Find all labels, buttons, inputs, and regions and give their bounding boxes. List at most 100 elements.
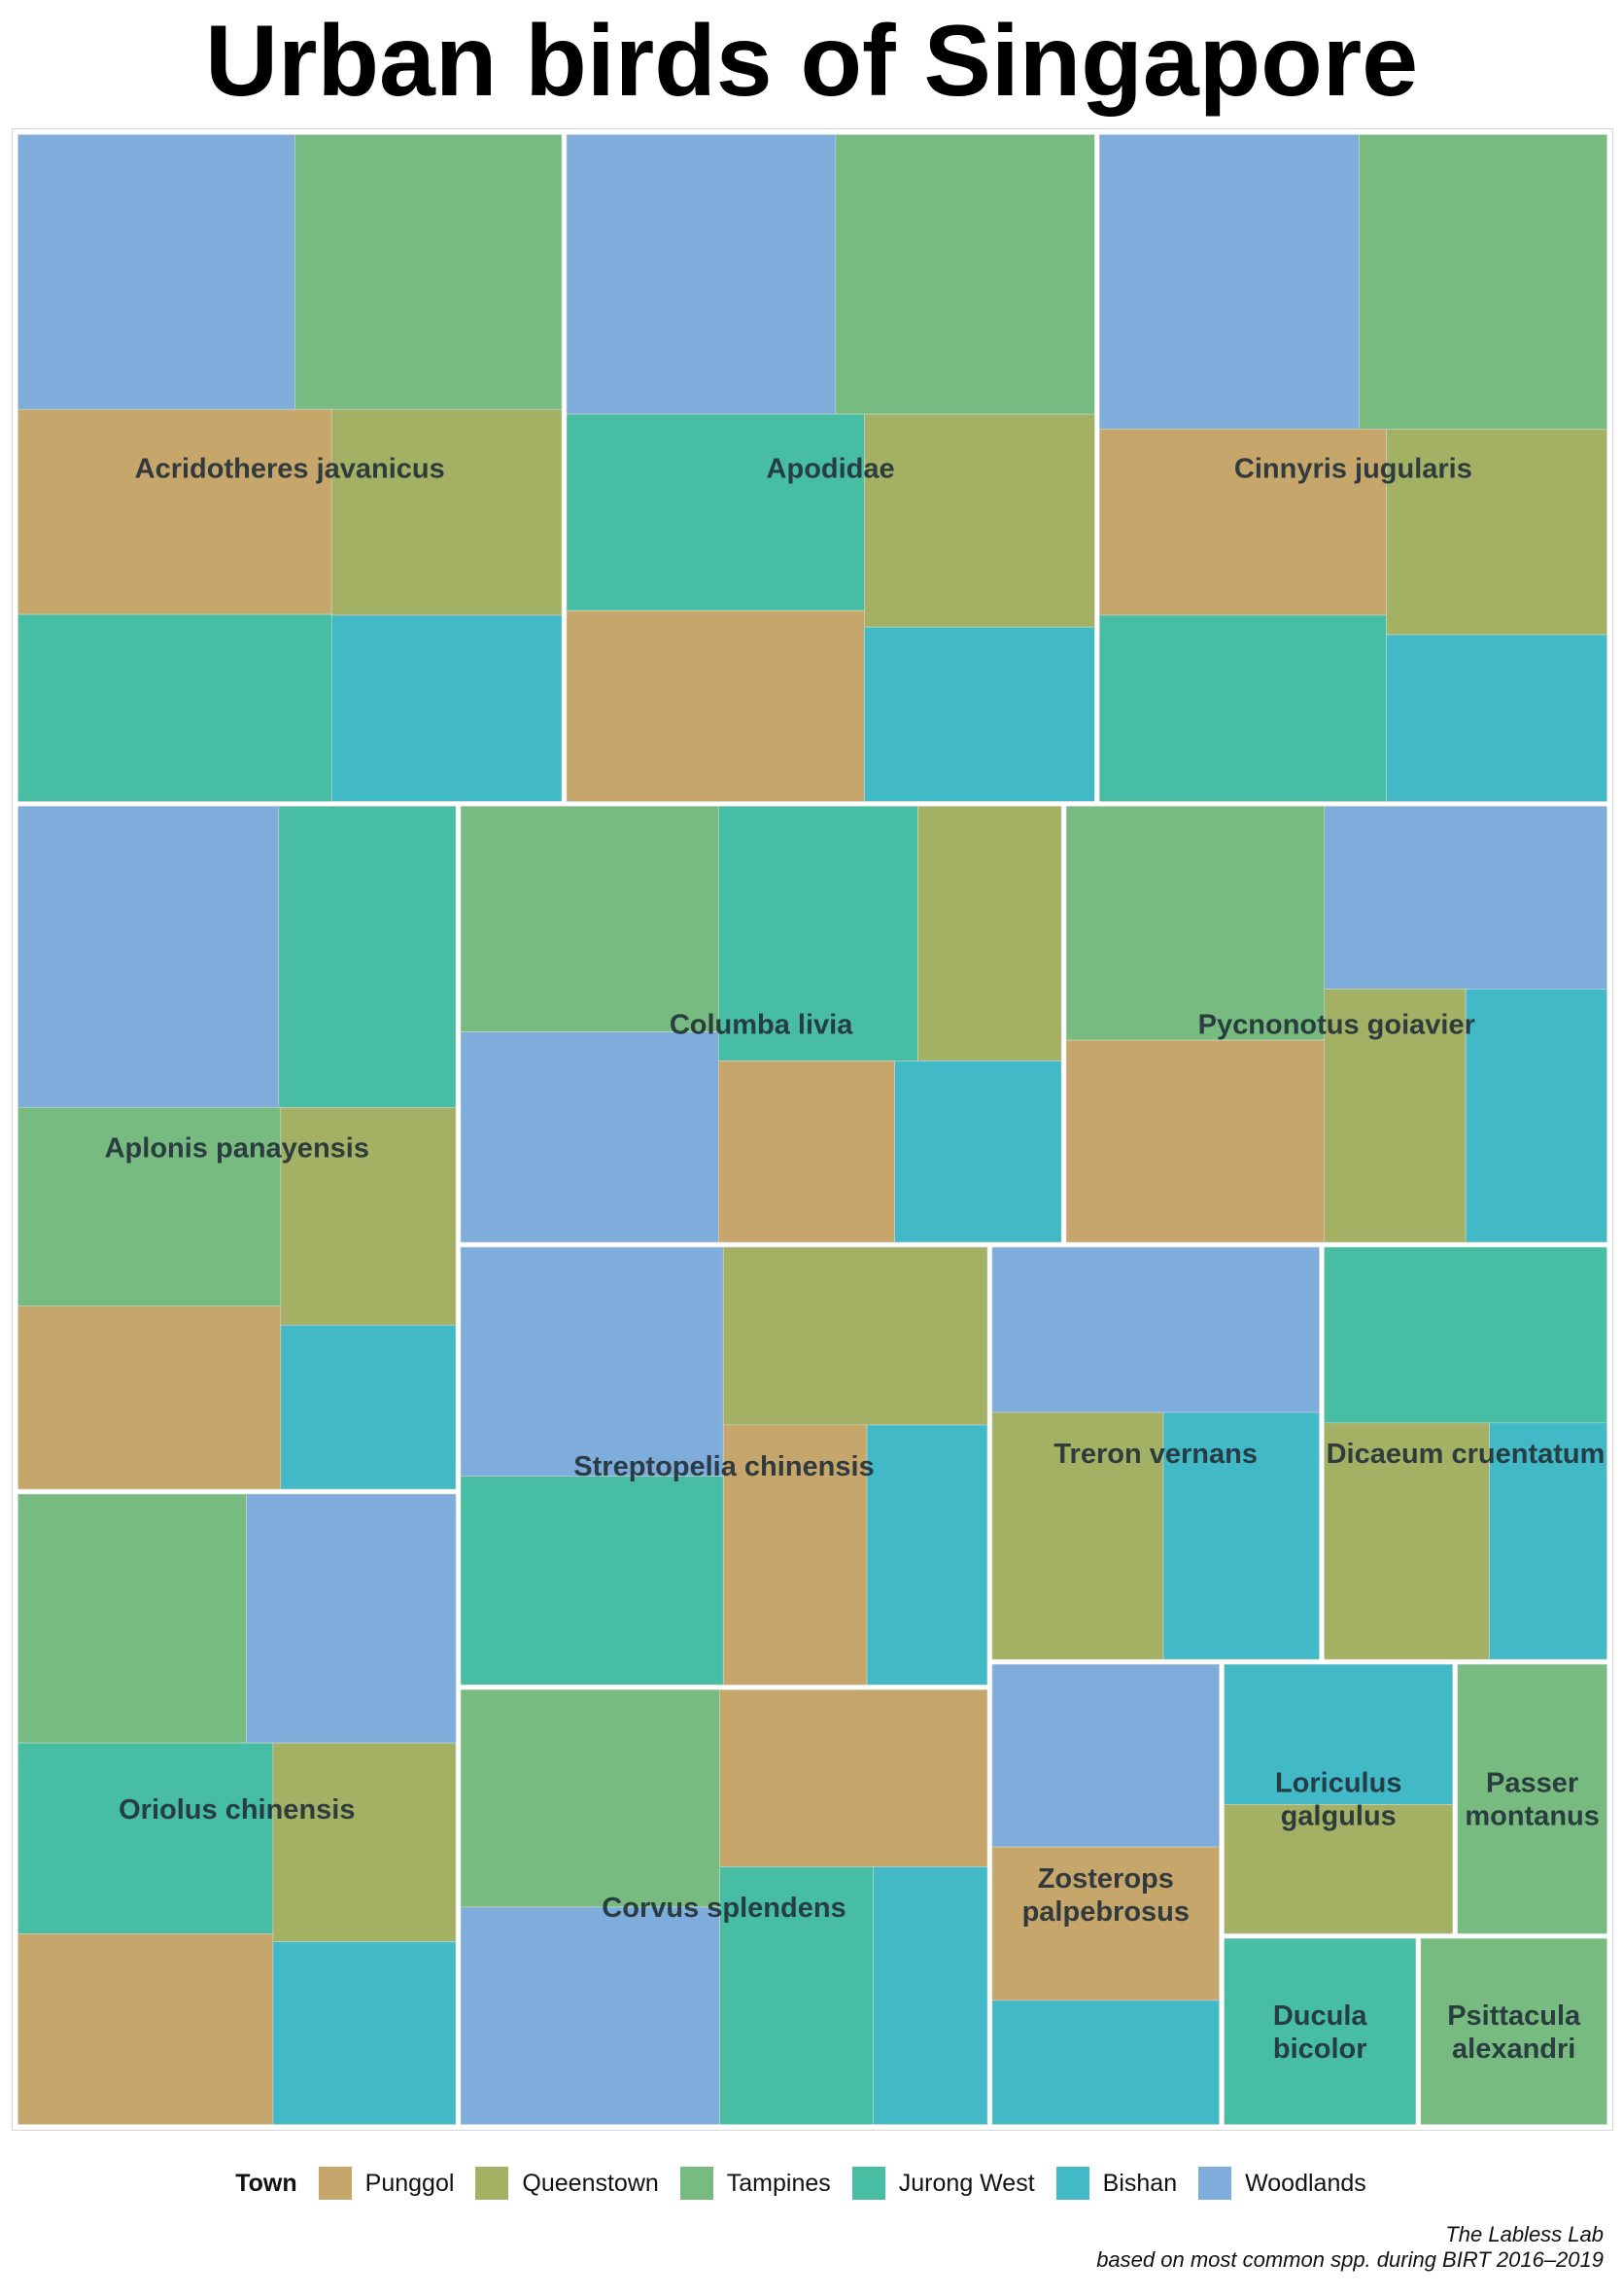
tile-pycnonotus-goiavier-queenstown [1324, 989, 1467, 1243]
species-label-dicaeum-cruentatum: Dicaeum cruentatum [1327, 1439, 1606, 1470]
tile-corvus-splendens-jurong-west [719, 1866, 874, 2125]
tile-streptopelia-chinensis-punggol [722, 1424, 868, 1686]
tile-oriolus-chinensis-woodlands [246, 1493, 457, 1744]
tile-cinnyris-jugularis-woodlands [1099, 134, 1360, 430]
tile-cinnyris-jugularis-bishan [1386, 634, 1607, 802]
tile-pycnonotus-goiavier-punggol [1065, 1039, 1326, 1243]
legend-item-jurong-west: Jurong West [851, 2167, 1035, 2200]
tile-ducula-bicolor-jurong-west [1224, 1937, 1417, 2125]
tile-aplonis-panayensis-queenstown [280, 1107, 457, 1326]
species-group-psittacula-alexandri: Psittacula alexandri [1420, 1937, 1607, 2125]
tile-acridotheres-javanicus-jurong-west [17, 613, 332, 802]
tile-loriculus-galgulus-bishan [1224, 1663, 1453, 1805]
tile-corvus-splendens-punggol [719, 1689, 988, 1867]
tile-treron-vernans-queenstown [991, 1411, 1164, 1660]
species-label-cinnyris-jugularis: Cinnyris jugularis [1234, 454, 1472, 485]
tile-columba-livia-punggol [717, 1061, 895, 1243]
tile-corvus-splendens-woodlands [460, 1906, 721, 2125]
tile-streptopelia-chinensis-jurong-west [460, 1476, 724, 1686]
tile-oriolus-chinensis-queenstown [272, 1742, 457, 1942]
legend-swatch-woodlands [1198, 2167, 1232, 2200]
tile-aplonis-panayensis-jurong-west [278, 806, 457, 1108]
tile-acridotheres-javanicus-tampines [294, 134, 563, 410]
species-group-loriculus-galgulus: Loriculus galgulus [1224, 1663, 1453, 1934]
species-label-acridotheres-javanicus: Acridotheres javanicus [135, 454, 445, 485]
tile-loriculus-galgulus-queenstown [1224, 1804, 1453, 1934]
legend-label-woodlands: Woodlands [1245, 2169, 1366, 2197]
tile-apodidae-woodlands [566, 134, 837, 415]
caption: The Labless Lab based on most common spp… [1096, 2222, 1604, 2273]
species-group-zosterops-palpebrosus: Zosterops palpebrosus [991, 1663, 1220, 2125]
legend-swatch-bishan [1055, 2167, 1089, 2200]
caption-line-2: based on most common spp. during BIRT 20… [1096, 2247, 1604, 2272]
legend-label-bishan: Bishan [1102, 2169, 1178, 2197]
species-label-loriculus-galgulus: Loriculus galgulus [1275, 1768, 1402, 1832]
treemap: Acridotheres javanicus Apodidae Cinnyris j… [17, 134, 1607, 2125]
tile-apodidae-jurong-west [566, 413, 865, 611]
tile-streptopelia-chinensis-queenstown [722, 1246, 988, 1426]
tile-oriolus-chinensis-tampines [17, 1493, 247, 1744]
tile-corvus-splendens-bishan [873, 1866, 988, 2125]
species-group-dicaeum-cruentatum: Dicaeum cruentatum [1324, 1246, 1607, 1660]
legend-swatch-tampines [679, 2167, 713, 2200]
tile-apodidae-queenstown [864, 413, 1095, 628]
legend-label-queenstown: Queenstown [522, 2169, 659, 2197]
plot-area: Acridotheres javanicus Apodidae Cinnyris j… [12, 128, 1613, 2131]
species-label-columba-livia: Columba livia [670, 1010, 853, 1041]
tile-acridotheres-javanicus-punggol [17, 408, 332, 615]
tile-aplonis-panayensis-woodlands [17, 806, 280, 1108]
tile-acridotheres-javanicus-bishan [330, 614, 563, 802]
species-group-streptopelia-chinensis: Streptopelia chinensis [460, 1246, 988, 1686]
legend-item-tampines: Tampines [679, 2167, 831, 2200]
species-label-treron-vernans: Treron vernans [1053, 1439, 1258, 1470]
species-label-psittacula-alexandri: Psittacula alexandri [1447, 2000, 1581, 2065]
legend-label-tampines: Tampines [726, 2169, 831, 2197]
tile-apodidae-bishan [864, 626, 1095, 802]
species-group-corvus-splendens: Corvus splendens [460, 1689, 988, 2125]
species-label-passer-montanus: Passer montanus [1465, 1768, 1600, 1832]
tile-columba-livia-queenstown [917, 806, 1062, 1061]
tile-columba-livia-woodlands [460, 1031, 719, 1243]
tile-acridotheres-javanicus-queenstown [330, 408, 563, 616]
legend-item-queenstown: Queenstown [475, 2167, 659, 2200]
legend-swatch-punggol [318, 2167, 352, 2200]
legend-item-woodlands: Woodlands [1198, 2167, 1366, 2200]
species-group-oriolus-chinensis: Oriolus chinensis [17, 1493, 457, 2125]
tile-aplonis-panayensis-bishan [280, 1324, 457, 1490]
species-group-cinnyris-jugularis: Cinnyris jugularis [1099, 134, 1607, 802]
species-group-apodidae: Apodidae [566, 134, 1095, 802]
legend: Town Punggol Queenstown Tampines Jurong … [0, 2164, 1623, 2203]
species-group-passer-montanus: Passer montanus [1457, 1663, 1607, 1934]
caption-line-1: The Labless Lab [1445, 2222, 1604, 2246]
species-group-pycnonotus-goiavier: Pycnonotus goiavier [1065, 806, 1607, 1243]
tile-pycnonotus-goiavier-tampines [1065, 806, 1326, 1041]
species-group-columba-livia: Columba livia [460, 806, 1062, 1243]
legend-label-jurong-west: Jurong West [898, 2169, 1035, 2197]
tile-columba-livia-bishan [894, 1061, 1062, 1243]
tile-oriolus-chinensis-punggol [17, 1933, 274, 2125]
species-label-pycnonotus-goiavier: Pycnonotus goiavier [1198, 1010, 1475, 1041]
species-label-zosterops-palpebrosus: Zosterops palpebrosus [1022, 1863, 1190, 1928]
tile-zosterops-palpebrosus-bishan [991, 2000, 1220, 2125]
tile-treron-vernans-woodlands [991, 1246, 1320, 1413]
legend-swatch-queenstown [475, 2167, 509, 2200]
species-group-ducula-bicolor: Ducula bicolor [1224, 1937, 1417, 2125]
species-label-corvus-splendens: Corvus splendens [602, 1893, 846, 1924]
species-group-treron-vernans: Treron vernans [991, 1246, 1320, 1660]
chart-title: Urban birds of Singapore [204, 5, 1419, 118]
species-label-aplonis-panayensis: Aplonis panayensis [105, 1133, 369, 1165]
tile-pycnonotus-goiavier-woodlands [1324, 806, 1607, 990]
tile-acridotheres-javanicus-woodlands [17, 134, 295, 410]
tile-cinnyris-jugularis-queenstown [1386, 428, 1607, 636]
species-label-apodidae: Apodidae [767, 454, 895, 485]
tile-columba-livia-tampines [460, 806, 719, 1032]
tile-cinnyris-jugularis-jurong-west [1099, 614, 1387, 802]
tile-dicaeum-cruentatum-bishan [1489, 1422, 1607, 1660]
tile-aplonis-panayensis-tampines [17, 1107, 282, 1307]
tile-apodidae-punggol [566, 609, 865, 802]
tile-dicaeum-cruentatum-jurong-west [1324, 1246, 1607, 1424]
tile-cinnyris-jugularis-punggol [1099, 428, 1387, 616]
species-group-aplonis-panayensis: Aplonis panayensis [17, 806, 457, 1490]
legend-title: Town [235, 2169, 297, 2197]
tile-pycnonotus-goiavier-bishan [1465, 989, 1607, 1243]
